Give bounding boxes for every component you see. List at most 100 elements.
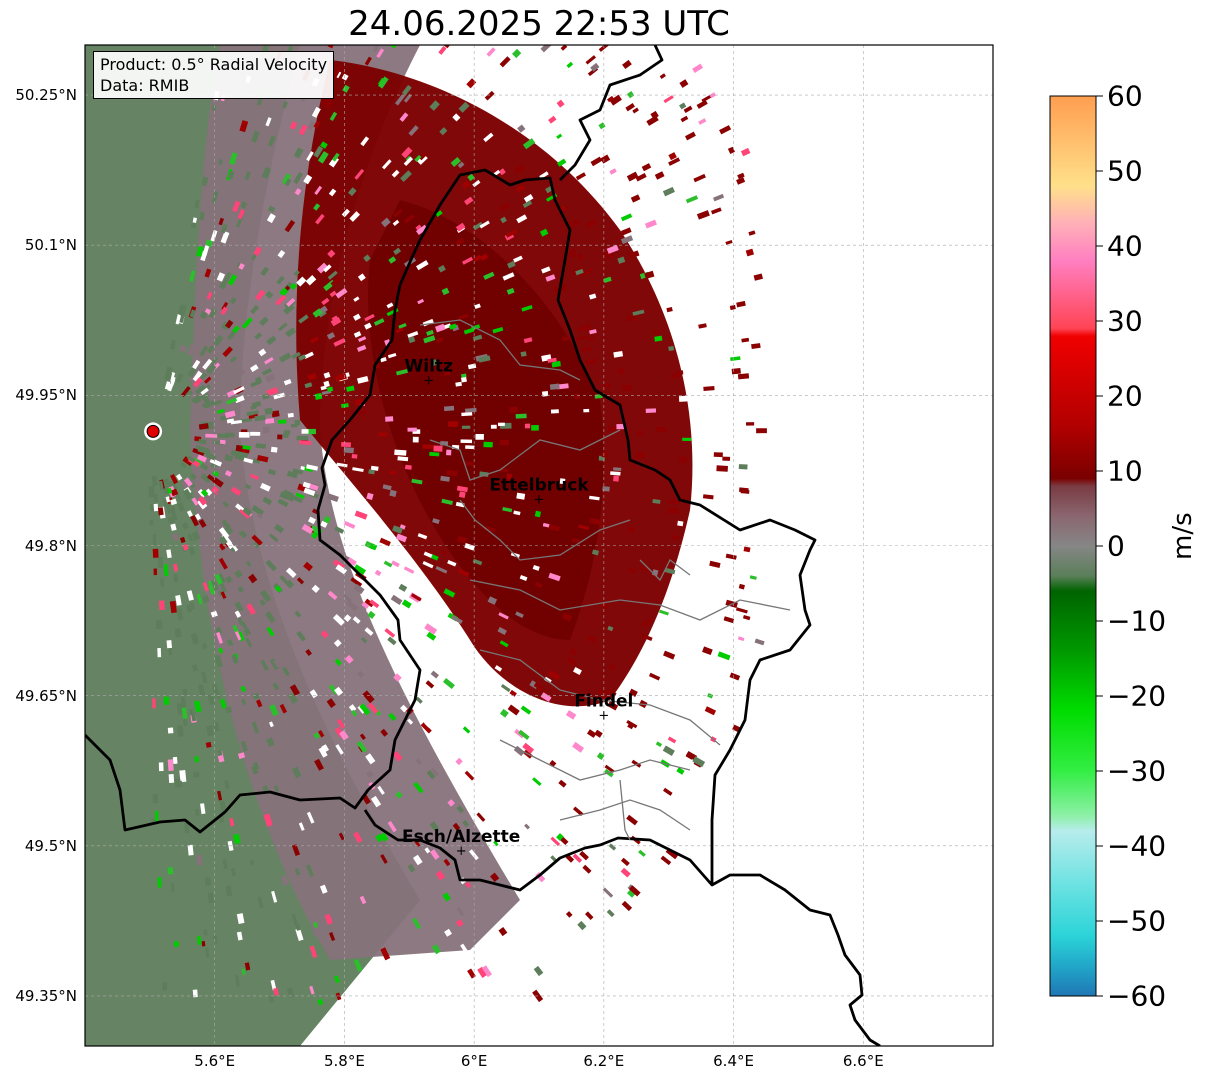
radar-gate [257,896,264,909]
radar-gate [202,358,213,370]
radar-gate [566,61,574,69]
radar-gate [435,210,443,217]
radar-gate [277,434,283,440]
radar-gate [252,692,260,700]
radar-gate [286,470,298,479]
radar-gate [221,519,231,530]
product-info-box: Product: 0.5° Radial Velocity Data: RMIB [93,51,335,99]
radar-gate [667,507,679,515]
radar-gate [357,336,367,343]
radar-gate [353,313,361,321]
radar-gate [557,158,567,167]
radar-gate [329,111,338,122]
radar-gate [173,941,179,948]
radar-gate [303,174,313,185]
radar-gates [148,45,767,1010]
radar-gate [460,943,468,953]
radar-gate [407,718,414,725]
radar-gate [289,121,298,130]
colorbar-scale [1049,95,1097,997]
radar-gate [179,344,187,353]
radar-gate [540,45,552,53]
radar-gate [668,345,675,352]
radar-gate [609,94,622,106]
radar-gate [198,438,207,445]
radar-gate [622,384,632,392]
radar-gate [493,169,501,176]
lat-tick-label: 49.35°N [15,986,77,1005]
radar-gate [210,230,218,242]
radar-gate [225,885,233,897]
radar-gate [317,998,324,1006]
radar-gate [607,95,615,103]
radar-gate [350,577,363,587]
radar-gate [481,965,492,978]
radar-gate [256,699,263,708]
radar-gate [528,847,536,856]
radar-gate [515,611,524,619]
radar-gate [359,703,371,716]
radar-gate [730,356,741,361]
radar-gate [238,432,250,438]
radar-gate [725,240,733,245]
radar-gate [283,303,295,315]
radar-gate [622,59,632,70]
radar-gate [703,386,715,391]
radar-gate [165,496,171,503]
radar-gate [338,832,345,841]
radar-gate [180,386,191,398]
radar-gate [448,52,457,61]
radar-gate [368,469,375,475]
radar-gate [344,654,354,664]
radar-gate [304,382,313,389]
radar-gate [702,494,714,500]
radar-gate [589,293,597,300]
colorbar-tick-label: −20 [1107,679,1167,713]
radar-gate [187,455,196,463]
radar-gate [229,817,235,827]
radar-gate [753,273,763,281]
radar-gate [364,322,372,330]
radar-gate [558,779,567,788]
radar-gate [196,854,203,866]
radar-gate [749,204,758,211]
radar-gate [493,998,503,1010]
radar-gate [610,471,621,476]
radar-gate [170,523,177,531]
radar-gate [677,520,684,527]
radar-gate [264,418,275,424]
radar-gate [216,408,226,415]
radar-gate [317,151,329,164]
radar-gate [317,262,329,274]
radar-gate [668,157,681,166]
radar-gate [628,885,641,897]
radar-gate [737,373,750,380]
radar-gate [153,494,158,502]
radar-gate [293,269,300,277]
radar-gate [327,590,338,601]
radar-gate [391,560,400,568]
radar-gate [582,864,592,874]
radar-gate [311,584,320,593]
radar-gate [449,323,457,330]
radar-gate [320,385,327,391]
radar-gate [520,351,527,357]
radar-gate [314,392,323,400]
radar-gate [184,822,190,834]
radar-gate [462,820,470,828]
radar-gate [173,573,179,583]
radar-gate [583,408,590,413]
radar-gate [602,887,614,898]
radar-gate [452,982,463,993]
radar-gate [175,373,184,384]
radar-gate [535,116,544,124]
radar-gate [429,821,440,832]
radar-gate [207,580,214,587]
radar-gate [666,307,673,313]
radar-gate [571,537,581,544]
radar-gate [210,356,219,366]
radar-gate [357,705,366,714]
radar-gate [387,970,397,983]
radar-gate [204,376,212,384]
radar-gate [299,440,312,445]
